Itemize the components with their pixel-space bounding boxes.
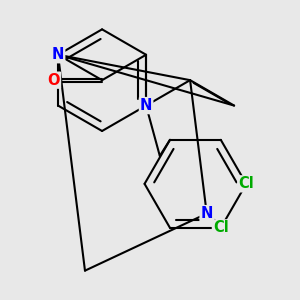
Text: N: N [52, 47, 64, 62]
Text: O: O [47, 73, 60, 88]
Text: Cl: Cl [238, 176, 254, 191]
Text: Cl: Cl [213, 220, 229, 236]
Text: N: N [140, 98, 152, 113]
Text: N: N [201, 206, 213, 221]
